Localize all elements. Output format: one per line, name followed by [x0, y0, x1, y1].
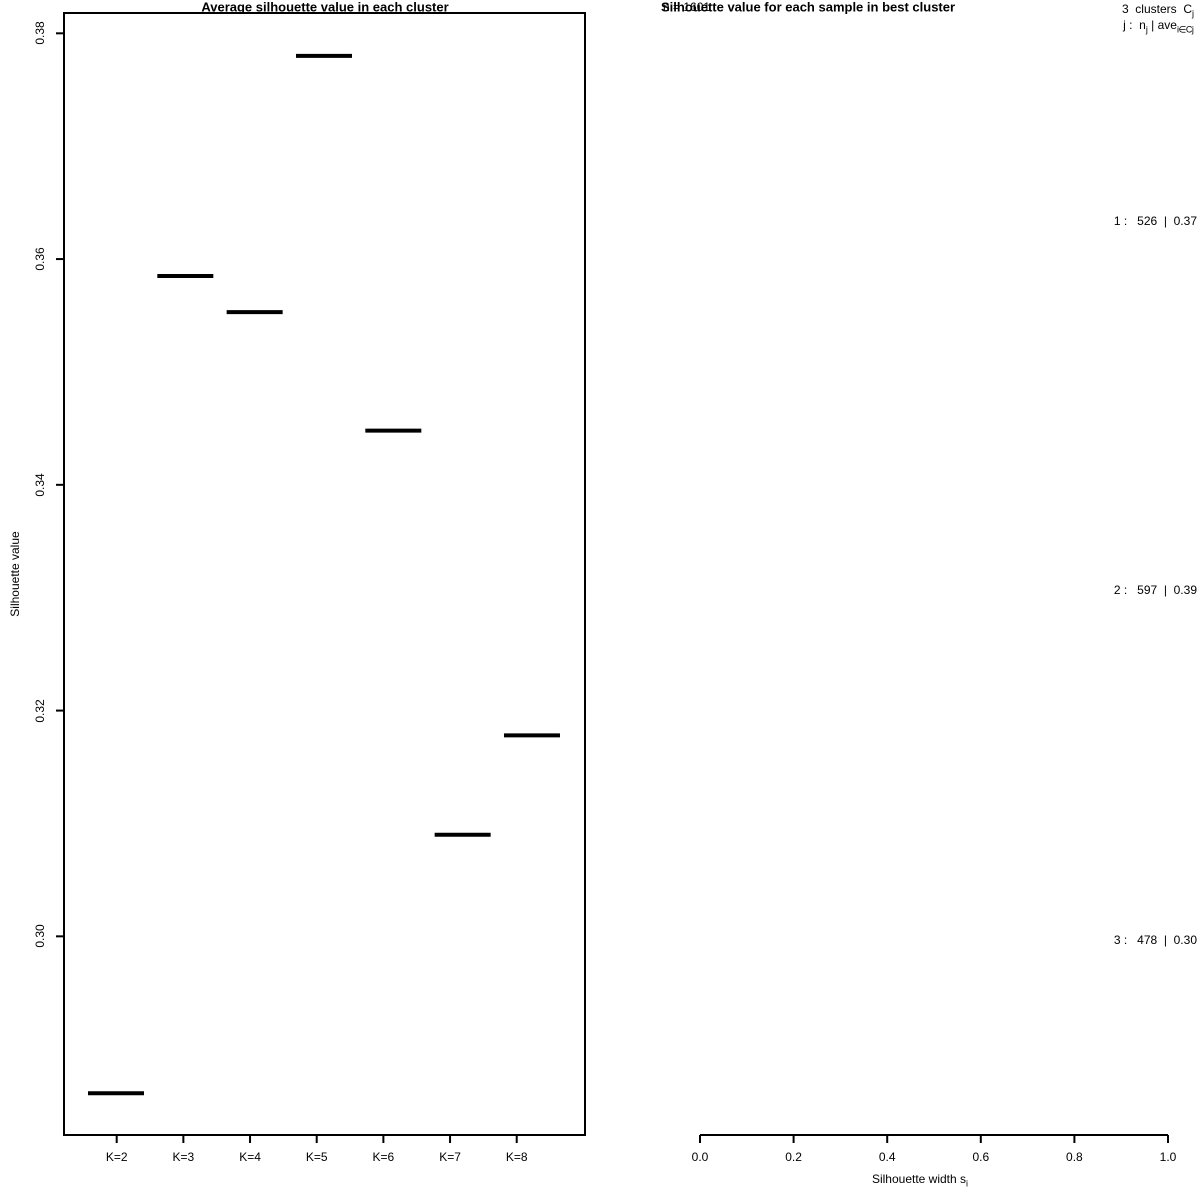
right-plot-title: Silhouette value for each sample in best… [661, 0, 956, 15]
left-y-tick-label: 0.38 [33, 21, 47, 45]
left-x-tick-label: K=2 [105, 1150, 128, 1164]
formula-subscript: i∈Cj [1176, 24, 1194, 35]
left-x-tick-label: K=5 [305, 1150, 328, 1164]
x-axis-label-subscript: i [966, 1178, 969, 1189]
right-x-tick-label: 0.2 [785, 1150, 802, 1164]
left-x-tick-label: K=6 [372, 1150, 395, 1164]
left-x-tick-label: K=7 [439, 1150, 461, 1164]
formula-part: | ave [1147, 18, 1177, 32]
right-x-tick-label: 0.0 [691, 1150, 709, 1164]
right-x-tick-label: 0.4 [878, 1150, 896, 1164]
clusters-header-subscript: j [1192, 8, 1194, 19]
right-x-axis-label: Silhouette width si [871, 1172, 969, 1189]
clusters-header-annotation: 3 clusters Cj [1121, 2, 1194, 19]
left-plot-title: Average silhouette value in each cluster [201, 0, 449, 15]
right-x-tick-label: 1.0 [1159, 1150, 1177, 1164]
cluster-row-3: 3 : 478 | 0.30 [1113, 933, 1197, 947]
left-x-tick-label: K=3 [172, 1150, 195, 1164]
formula-part: s [1193, 18, 1200, 32]
cluster-row-1: 1 : 526 | 0.37 [1113, 214, 1197, 228]
left-y-tick-label: 0.34 [33, 473, 47, 497]
x-axis-label-text: Silhouette width s [871, 1172, 967, 1186]
left-y-axis-label: Silhouette value [8, 531, 22, 617]
formula-subscript: j [1145, 24, 1148, 35]
formula-annotation: j : nj | avei∈Cj si [1123, 18, 1200, 35]
left-y-tick-label: 0.32 [33, 698, 47, 723]
left-x-tick-label: K=4 [239, 1150, 261, 1164]
clusters-header-text: 3 clusters C [1121, 2, 1192, 16]
left-x-tick-label: K=8 [505, 1150, 528, 1164]
formula-part: j : n [1123, 18, 1146, 32]
right-x-tick-label: 0.8 [1066, 1150, 1083, 1164]
sample-count-annotation: n = 1601 [663, 0, 711, 14]
left-y-tick-label: 0.36 [33, 247, 47, 271]
right-x-tick-label: 0.6 [972, 1150, 990, 1164]
cluster-row-2: 2 : 597 | 0.39 [1113, 583, 1197, 597]
left-y-tick-label: 0.30 [33, 924, 47, 949]
